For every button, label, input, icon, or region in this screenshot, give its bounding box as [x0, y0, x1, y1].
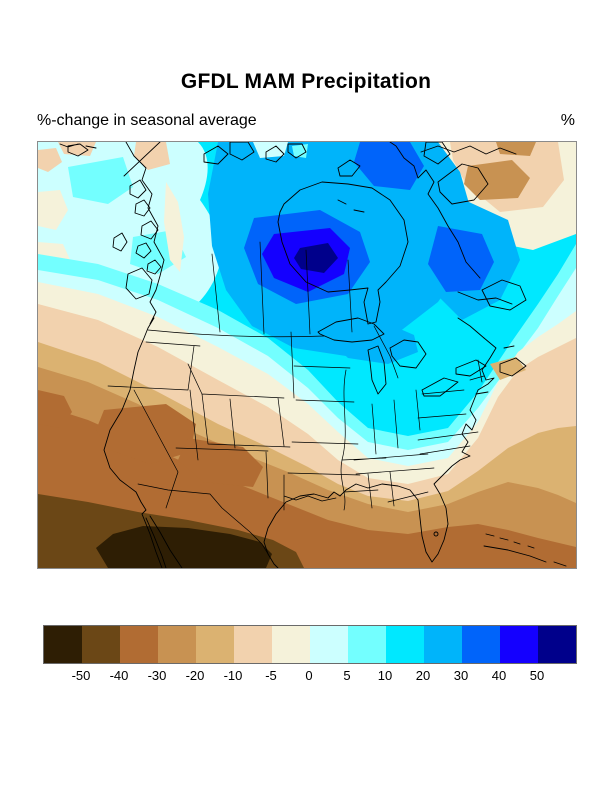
coastlines-shape: [475, 391, 489, 395]
coastlines-shape: [457, 291, 513, 339]
coastlines-shape: [263, 337, 497, 568]
figure-title: GFDL MAM Precipitation: [180, 70, 432, 93]
colorbar-segment: [234, 626, 272, 663]
colorbar: [43, 625, 577, 664]
contour-fills-shape: [496, 142, 536, 156]
colorbar-tick-label: 30: [453, 668, 469, 683]
state-borders-shape: [201, 393, 291, 449]
state-borders: [107, 241, 485, 555]
contour-fills-shape: [134, 142, 170, 170]
colorbar-tick-label: 5: [343, 668, 351, 683]
state-borders-shape: [417, 359, 485, 455]
coastlines-shape: [123, 142, 161, 177]
coastlines-shape: [129, 179, 162, 275]
colorbar-segment: [120, 626, 158, 663]
colorbar-segment: [424, 626, 462, 663]
coastlines-shape: [499, 345, 527, 377]
colorbar-tick-label: 40: [491, 668, 507, 683]
coastlines-shape: [103, 142, 165, 568]
coastlines-shape: [149, 515, 183, 568]
colorbar-segment: [272, 626, 310, 663]
colorbar-tick-label: -20: [185, 668, 205, 683]
colorbar-segment: [158, 626, 196, 663]
contour-fills-shape: [68, 157, 133, 204]
contour-fills-shape: [96, 526, 272, 568]
coastlines-shape: [277, 181, 409, 325]
colorbar-ticks: -50 -40 -30 -20 -10 -5 0 5 10 20 30 40 50: [43, 668, 575, 686]
colorbar-segment: [310, 626, 348, 663]
contour-fills-shape: [332, 322, 418, 364]
colorbar-segment: [82, 626, 120, 663]
state-borders-shape: [367, 389, 429, 509]
contour-fills-shape: [38, 390, 72, 428]
contour-fills-shape: [464, 160, 530, 200]
coastlines-shape: [125, 267, 153, 300]
coastlines-shape: [483, 533, 567, 567]
coastlines-shape: [145, 517, 167, 568]
colorbar-segment: [462, 626, 500, 663]
map-svg: [38, 142, 576, 568]
coastlines-shape: [455, 359, 487, 377]
colorbar-tick-label: -30: [147, 668, 167, 683]
state-borders-shape: [265, 451, 337, 511]
colorbar-segment: [348, 626, 386, 663]
coastlines-shape: [367, 345, 387, 395]
colorbar-tick-label: 50: [529, 668, 545, 683]
figure-subtitle-row: %-change in seasonal average %: [37, 112, 575, 130]
unit-label: %: [560, 112, 575, 129]
colorbar-tick-label: 10: [377, 668, 393, 683]
coastlines-shape: [337, 199, 365, 213]
contour-fills-shape: [354, 142, 424, 190]
contour-fills-shape: [294, 243, 338, 273]
colorbar-tick-label: -10: [223, 668, 243, 683]
coastlines-shape: [203, 142, 451, 177]
contour-fills-shape: [490, 357, 526, 380]
contour-fills-shape: [38, 148, 62, 172]
colorbar-segment: [500, 626, 538, 663]
coastlines: [59, 142, 567, 568]
colorbar-tick-label: -50: [71, 668, 91, 683]
coastlines-shape: [317, 317, 385, 343]
state-borders-shape: [211, 241, 399, 379]
coastlines-shape: [420, 145, 517, 155]
state-borders-shape: [107, 341, 269, 509]
contour-fills-shape: [58, 142, 96, 156]
coastlines-shape: [421, 377, 459, 397]
state-borders-shape: [147, 329, 325, 338]
contour-fills-shape: [164, 182, 184, 272]
coastlines-shape: [389, 339, 427, 369]
colorbar-tick-label: 20: [415, 668, 431, 683]
coastlines-shape: [112, 232, 128, 252]
coastlines-shape: [59, 143, 97, 157]
coastlines-shape: [481, 279, 527, 311]
colorbar-segment: [538, 626, 576, 663]
colorbar-segment: [386, 626, 424, 663]
figure-subtitle: %-change in seasonal average: [37, 112, 257, 129]
coastlines-shape: [437, 163, 489, 205]
precipitation-map: [37, 141, 577, 569]
colorbar-tick-label: 0: [305, 668, 313, 683]
colorbar-segment: [196, 626, 234, 663]
colorbar-tick-label: -40: [109, 668, 129, 683]
state-borders-shape: [137, 483, 269, 555]
contour-fills-shape: [253, 142, 288, 158]
colorbar-tick-label: -5: [265, 668, 277, 683]
coastlines-shape: [433, 531, 439, 537]
colorbar-segment: [44, 626, 82, 663]
state-borders-shape: [341, 453, 435, 493]
contour-fills-shape: [96, 404, 196, 464]
contour-fills-shape: [38, 190, 68, 230]
coastlines-shape: [389, 142, 481, 279]
state-borders-shape: [287, 331, 361, 476]
